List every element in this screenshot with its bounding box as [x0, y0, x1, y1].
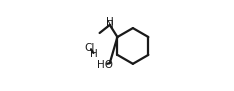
Text: Cl: Cl — [84, 43, 95, 53]
Text: N: N — [106, 20, 114, 30]
Text: H: H — [106, 17, 114, 27]
Text: H: H — [90, 49, 98, 59]
Text: HO: HO — [97, 60, 113, 70]
